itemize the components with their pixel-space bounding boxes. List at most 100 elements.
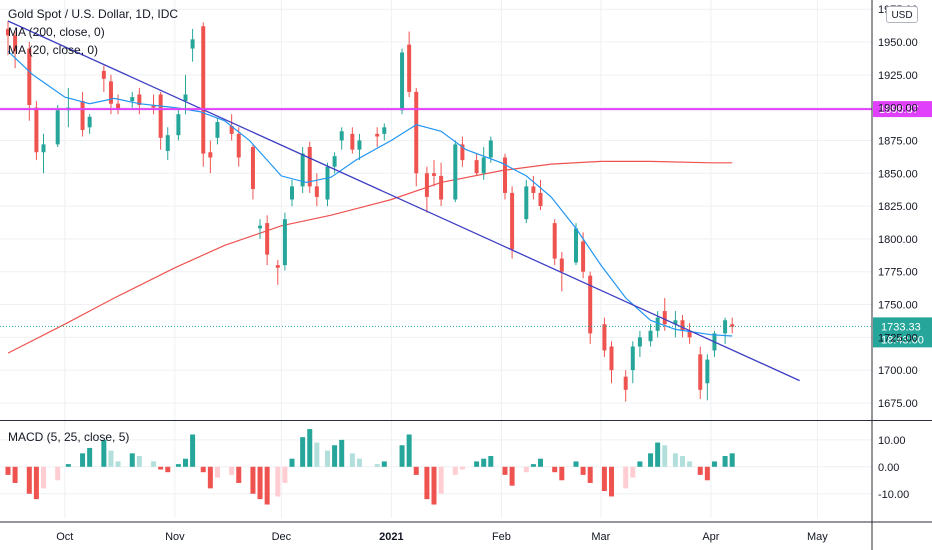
candle-body bbox=[265, 223, 270, 255]
macd-bar bbox=[5, 466, 11, 475]
macd-bar bbox=[257, 466, 263, 500]
trendline[interactable] bbox=[7, 20, 800, 382]
macd-bar bbox=[65, 464, 71, 467]
macd-bar bbox=[115, 461, 121, 467]
macd-bar bbox=[349, 453, 355, 467]
macd-bar bbox=[687, 461, 693, 467]
macd-bar bbox=[509, 466, 515, 486]
macd-bar bbox=[452, 466, 458, 475]
macd-bar bbox=[151, 461, 157, 467]
candle-body bbox=[609, 346, 614, 371]
candle-body bbox=[705, 359, 710, 384]
macd-bar bbox=[424, 466, 430, 500]
ma200-line bbox=[7, 160, 733, 354]
candle-body bbox=[290, 186, 294, 200]
candle-body bbox=[524, 186, 529, 220]
candle-body bbox=[215, 122, 220, 138]
candle-body bbox=[602, 324, 607, 351]
candle-body bbox=[314, 186, 319, 197]
price-tick-label: 1750.00 bbox=[878, 300, 918, 312]
last-price-label: 1733.33 bbox=[881, 321, 921, 333]
candle-body bbox=[236, 133, 241, 158]
candle-body bbox=[382, 127, 387, 134]
macd-bar bbox=[672, 453, 678, 467]
candle-body bbox=[250, 147, 255, 189]
candle-body bbox=[13, 35, 18, 52]
macd-bar bbox=[637, 461, 643, 467]
candle-body bbox=[673, 320, 678, 325]
macd-tick-label: -10.00 bbox=[878, 489, 909, 501]
candle-body bbox=[574, 228, 578, 263]
candle-body bbox=[101, 70, 106, 79]
macd-bar bbox=[552, 466, 558, 473]
macd-bar bbox=[41, 466, 46, 489]
candle-body bbox=[630, 346, 635, 371]
macd-bar bbox=[275, 466, 281, 497]
candle-body bbox=[183, 94, 188, 102]
macd-bar bbox=[207, 466, 213, 489]
macd-bar bbox=[523, 466, 529, 473]
macd-bar bbox=[502, 466, 508, 475]
horizontal-level-badge bbox=[873, 101, 932, 118]
candle-body bbox=[151, 105, 156, 108]
macd-bar bbox=[229, 466, 235, 475]
candle-body bbox=[648, 330, 653, 342]
macd-bar bbox=[559, 466, 565, 481]
date-tick-label: Oct bbox=[56, 531, 73, 543]
candle-body bbox=[488, 140, 493, 158]
candles-group bbox=[6, 21, 735, 402]
macd-bar bbox=[381, 461, 387, 467]
candle-body bbox=[623, 376, 628, 390]
macd-bar bbox=[356, 458, 362, 467]
macd-bar bbox=[601, 466, 607, 492]
candle-body bbox=[432, 173, 436, 176]
macd-bar bbox=[609, 466, 614, 497]
price-tick-label: 1950.00 bbox=[878, 37, 918, 49]
candle-body bbox=[538, 192, 543, 207]
macd-bar bbox=[332, 445, 338, 467]
date-tick-label: Feb bbox=[492, 531, 511, 543]
macd-bar bbox=[289, 458, 295, 467]
candle-body bbox=[655, 317, 660, 331]
macd-bar bbox=[80, 453, 86, 467]
candle-body bbox=[375, 133, 380, 137]
candle-body bbox=[108, 81, 113, 104]
macd-bar bbox=[282, 466, 288, 483]
macd-bar bbox=[175, 464, 181, 467]
candle-body bbox=[116, 103, 121, 109]
candle-body bbox=[41, 144, 46, 153]
macd-bar bbox=[55, 466, 61, 481]
date-tick-label: Dec bbox=[272, 531, 292, 543]
macd-bar bbox=[26, 466, 32, 494]
date-tick-label: Nov bbox=[165, 531, 185, 543]
date-tick-label: May bbox=[807, 531, 828, 543]
candle-body bbox=[581, 241, 586, 272]
macd-bar bbox=[729, 453, 735, 467]
macd-bar bbox=[474, 461, 480, 467]
candle-body bbox=[34, 107, 39, 153]
indicator-ma20-label[interactable]: MA (20, close, 0) bbox=[8, 43, 99, 57]
countdown-label: 18:43:00 bbox=[881, 334, 924, 346]
candle-body bbox=[552, 223, 557, 259]
candle-body bbox=[531, 186, 536, 193]
macd-bar bbox=[200, 466, 206, 473]
macd-bar bbox=[399, 445, 405, 467]
macd-bar bbox=[236, 466, 242, 483]
candle-body bbox=[300, 153, 305, 187]
currency-button[interactable]: USD bbox=[886, 6, 918, 23]
macd-bar bbox=[459, 466, 465, 470]
macd-bar bbox=[325, 450, 330, 467]
candle-body bbox=[158, 94, 163, 138]
macd-bar bbox=[87, 447, 93, 467]
date-tick-label: Apr bbox=[702, 531, 719, 543]
horizontal-level-label: 1898.87 bbox=[879, 104, 919, 116]
macd-bar bbox=[339, 439, 345, 467]
ma20-group bbox=[7, 50, 733, 337]
macd-bar bbox=[136, 456, 142, 467]
price-tick-label: 1875.00 bbox=[878, 135, 918, 147]
macd-bar bbox=[538, 458, 543, 467]
macd-bar bbox=[108, 450, 114, 467]
indicator-ma200-label[interactable]: MA (200, close, 0) bbox=[8, 25, 105, 39]
